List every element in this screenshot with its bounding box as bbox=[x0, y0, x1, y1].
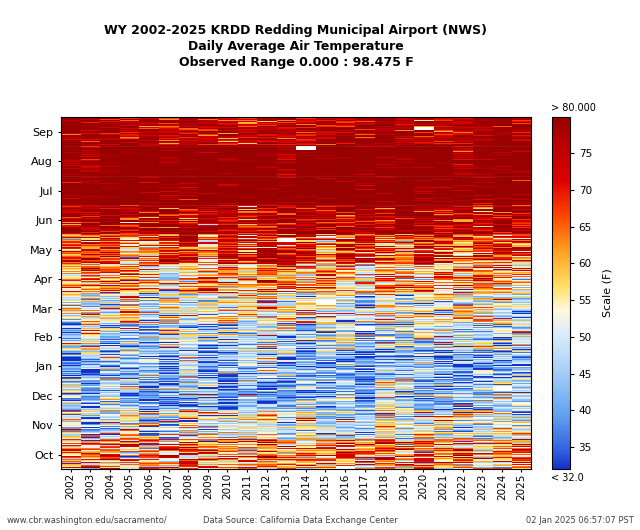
Text: Data Source: California Data Exchange Center: Data Source: California Data Exchange Ce… bbox=[204, 516, 398, 525]
Text: 02 Jan 2025 06:57:07 PST: 02 Jan 2025 06:57:07 PST bbox=[526, 516, 634, 525]
Text: Observed Range 0.000 : 98.475 F: Observed Range 0.000 : 98.475 F bbox=[179, 56, 413, 69]
Text: www.cbr.washington.edu/sacramento/: www.cbr.washington.edu/sacramento/ bbox=[6, 516, 167, 525]
Text: < 32.0: < 32.0 bbox=[551, 473, 584, 483]
Text: WY 2002-2025 KRDD Redding Municipal Airport (NWS): WY 2002-2025 KRDD Redding Municipal Airp… bbox=[104, 24, 488, 37]
Text: > 80.000: > 80.000 bbox=[551, 103, 596, 113]
Y-axis label: Scale (F): Scale (F) bbox=[603, 269, 613, 317]
Text: Daily Average Air Temperature: Daily Average Air Temperature bbox=[188, 40, 404, 53]
